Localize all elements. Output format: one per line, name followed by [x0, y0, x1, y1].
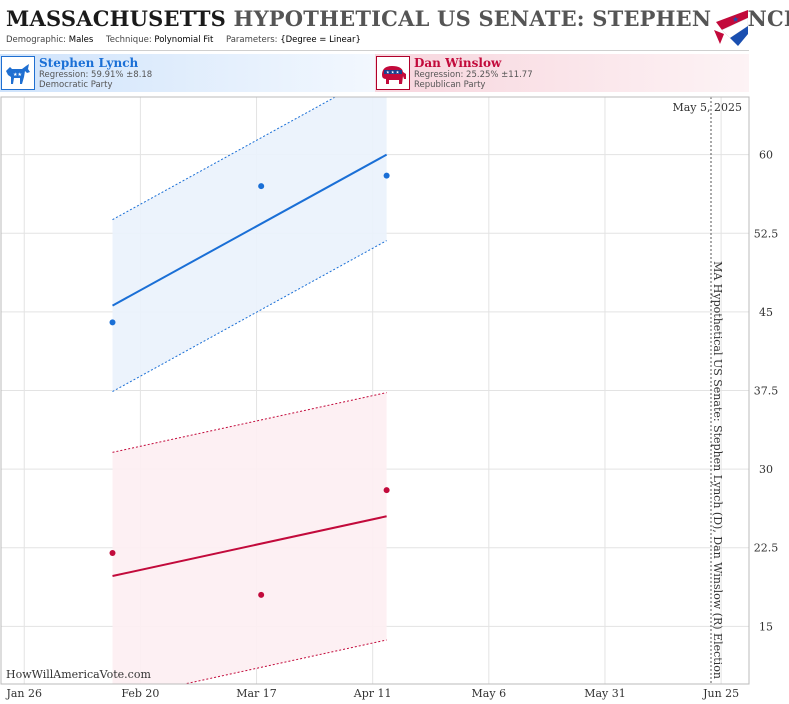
x-tick-label: Apr 11 — [353, 687, 392, 700]
header-divider — [0, 50, 749, 51]
legend-democrat: ★★ Stephen Lynch Regression: 59.91% ±8.1… — [0, 54, 380, 92]
lynch-upper-bound — [112, 97, 337, 221]
flag-logo-icon: ★ — [712, 0, 748, 50]
demographic-label: Demographic: — [6, 35, 67, 45]
x-tick-label: May 31 — [584, 687, 626, 700]
winslow-lower-bound — [182, 639, 387, 684]
y-tick-label: 30 — [759, 463, 773, 476]
rep-party: Republican Party — [414, 80, 486, 90]
demographic-value: Males — [68, 35, 94, 45]
x-tick-label: Jan 26 — [5, 687, 42, 700]
winslow-upper-bound — [112, 392, 387, 453]
lynch-poll-point — [109, 319, 116, 326]
winslow-confidence-band — [112, 392, 387, 684]
y-tick-label: 60 — [759, 149, 773, 162]
y-tick-label: 52.5 — [754, 227, 779, 240]
plot-frame — [0, 96, 750, 685]
donkey-icon: ★★ — [1, 56, 35, 90]
dem-candidate-name: Stephen Lynch — [39, 56, 139, 70]
winslow-trend-line — [112, 515, 387, 578]
dem-party: Democratic Party — [39, 80, 113, 90]
legend-republican: ★ ★ ★ Dan Winslow Regression: 25.25% ±11… — [375, 54, 749, 92]
svg-text:★★: ★★ — [13, 72, 22, 78]
elephant-icon: ★ ★ ★ — [376, 56, 410, 90]
rep-candidate-name: Dan Winslow — [414, 56, 502, 70]
watermark: HowWillAmericaVote.com — [6, 668, 151, 681]
winslow-poll-point — [383, 487, 390, 494]
lynch-confidence-band — [112, 97, 387, 392]
svg-text:★: ★ — [732, 15, 739, 24]
parameters-label: Parameters: — [225, 35, 278, 45]
technique-value: Polynomial Fit — [154, 35, 214, 45]
lynch-poll-point — [383, 172, 390, 179]
chart-title: MASSACHUSETTS HYPOTHETICAL US SENATE: ST… — [6, 6, 789, 31]
lynch-trend-line — [112, 153, 388, 307]
lynch-lower-bound — [112, 240, 387, 392]
y-tick-label: 15 — [759, 620, 773, 633]
y-tick-label: 37.5 — [754, 385, 779, 398]
winslow-poll-point — [258, 591, 265, 598]
winslow-poll-point — [109, 549, 116, 556]
lynch-poll-point — [258, 183, 265, 190]
chart-vertical-title: MA Hypothetical US Senate: Stephen Lynch… — [711, 261, 724, 679]
x-tick-label: Mar 17 — [236, 687, 277, 700]
title-state: MASSACHUSETTS — [6, 6, 227, 31]
chart-parameters: Demographic: Males Technique: Polynomial… — [6, 35, 371, 45]
date-marker-label: May 5, 2025 — [672, 101, 742, 114]
y-tick-label: 22.5 — [754, 542, 779, 555]
x-tick-label: Feb 20 — [121, 687, 159, 700]
title-rest: HYPOTHETICAL US SENATE: STEPHEN LYNCH — [233, 6, 789, 31]
rep-regression: Regression: 25.25% ±11.77 — [414, 70, 533, 80]
y-tick-label: 45 — [759, 306, 773, 319]
x-tick-label: Jun 25 — [702, 687, 739, 700]
dem-regression: Regression: 59.91% ±8.18 — [39, 70, 153, 80]
technique-label: Technique: — [106, 35, 152, 45]
x-tick-label: May 6 — [472, 687, 507, 700]
svg-text:★ ★ ★: ★ ★ ★ — [386, 70, 400, 75]
parameters-value: {Degree = Linear} — [280, 35, 361, 45]
